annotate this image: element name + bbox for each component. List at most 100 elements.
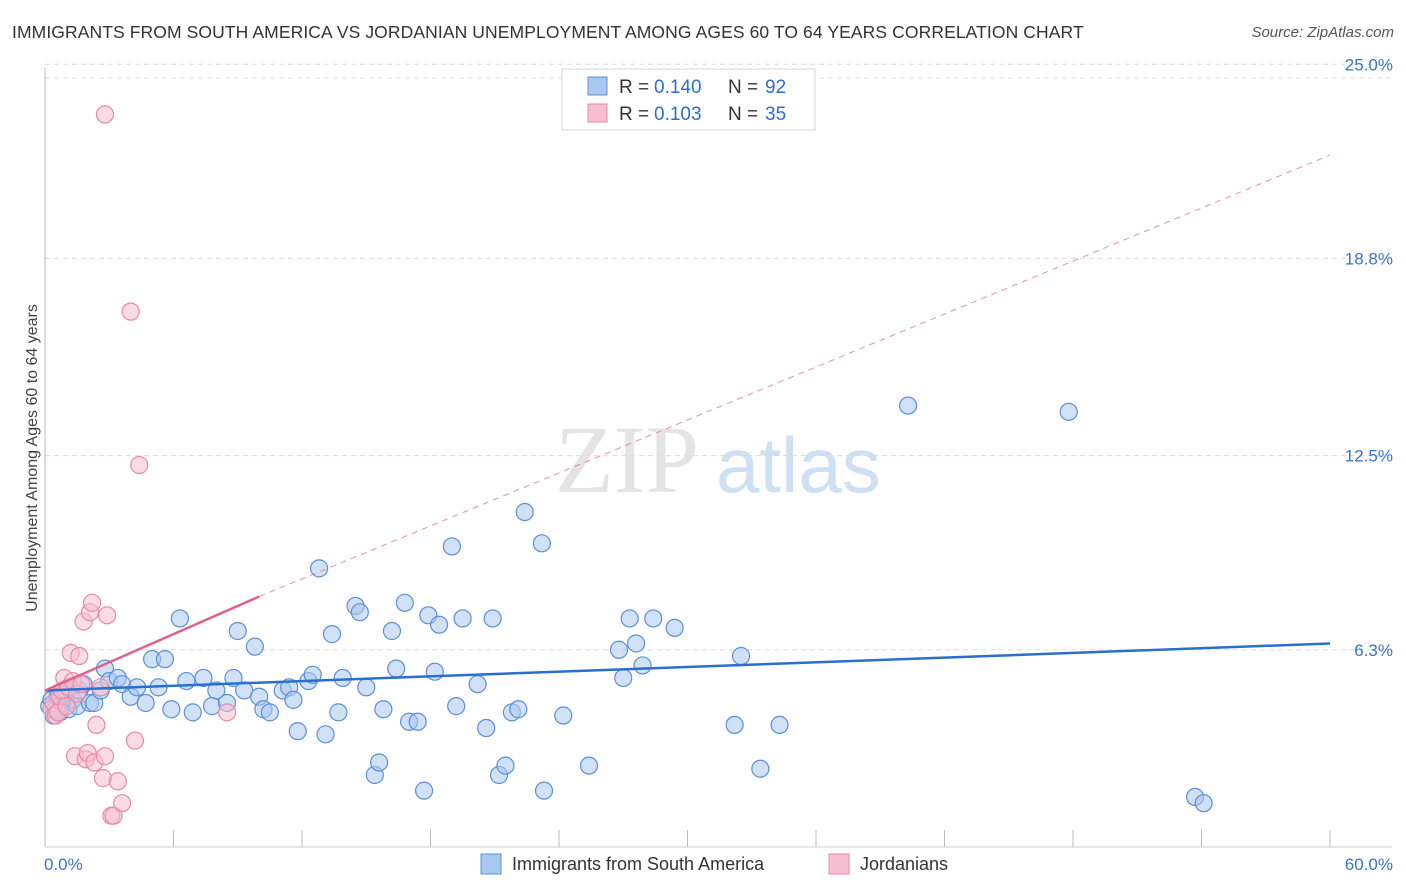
x-tick-label-max: 60.0% <box>1345 855 1393 874</box>
point-south-america <box>357 678 376 697</box>
point-south-america <box>162 700 181 719</box>
point-south-america <box>453 609 472 628</box>
point-south-america <box>620 609 639 628</box>
point-south-america <box>395 593 414 612</box>
y-tick-label: 6.3% <box>1354 641 1393 660</box>
point-south-america <box>898 396 918 415</box>
trend-line-jordanians <box>44 595 260 692</box>
point-south-america <box>303 665 322 684</box>
point-south-america <box>170 609 190 628</box>
point-south-america <box>644 609 663 628</box>
point-south-america <box>534 781 554 800</box>
point-south-america <box>228 621 247 641</box>
point-south-america <box>194 668 213 688</box>
point-jordanians <box>57 697 76 716</box>
bottom-legend-swatch-blue <box>480 853 502 875</box>
legend-r-value-1: 0.140 <box>654 77 702 98</box>
point-south-america <box>288 722 307 741</box>
watermark-atlas: atlas <box>716 421 881 509</box>
point-jordanians <box>130 455 149 475</box>
point-jordanians <box>217 703 237 722</box>
point-jordanians <box>70 646 89 666</box>
point-south-america <box>329 703 348 722</box>
point-jordanians <box>93 769 112 788</box>
point-south-america <box>751 759 770 778</box>
legend-swatch-blue <box>587 76 608 96</box>
point-south-america <box>382 621 402 641</box>
point-south-america <box>770 715 789 735</box>
point-south-america <box>310 559 329 578</box>
point-south-america <box>260 703 279 722</box>
point-south-america <box>370 753 389 772</box>
point-south-america <box>183 703 202 722</box>
point-south-america <box>207 681 226 700</box>
x-tick-marks <box>44 830 1331 847</box>
point-south-america <box>414 781 434 800</box>
y-axis-label: Unemployment Among Ages 60 to 64 years <box>24 304 41 612</box>
source-label: Source: ZipAtlas.com <box>1251 24 1394 41</box>
point-south-america <box>496 756 515 775</box>
point-south-america <box>245 637 264 656</box>
point-south-america <box>509 700 528 719</box>
chart-title: IMMIGRANTS FROM SOUTH AMERICA VS JORDANI… <box>12 22 1084 42</box>
legend-r-label-2: R = <box>619 104 649 125</box>
legend-r-value-2: 0.103 <box>654 104 702 125</box>
legend-n-value-2: 35 <box>765 104 786 125</box>
point-south-america <box>284 690 303 709</box>
point-south-america <box>387 659 406 678</box>
bottom-legend: Immigrants from South America Jordanians <box>480 853 948 875</box>
y-tick-label: 18.8% <box>1345 249 1393 268</box>
point-south-america <box>579 756 599 775</box>
point-south-america <box>1059 402 1078 421</box>
point-south-america <box>477 718 496 738</box>
point-jordanians <box>98 606 117 625</box>
point-south-america <box>554 706 573 725</box>
point-south-america <box>322 625 342 644</box>
legend-n-value-1: 92 <box>765 77 786 98</box>
point-south-america <box>731 646 751 666</box>
legend-box: R = 0.140 N = 92 R = 0.103 N = 35 <box>561 68 816 131</box>
watermark-zip: ZIP <box>555 406 699 513</box>
point-jordanians <box>95 747 115 766</box>
gridlines <box>45 63 1392 651</box>
point-jordanians <box>125 731 145 750</box>
point-south-america <box>609 640 629 659</box>
point-south-america <box>614 668 633 688</box>
y-tick-labels: 6.3% 12.5% 18.8% 25.0% <box>1345 55 1393 659</box>
point-south-america <box>483 609 502 628</box>
point-south-america <box>136 693 155 713</box>
legend-swatch-pink <box>587 103 608 123</box>
trend-line-jordanians-extension <box>258 154 1331 598</box>
point-south-america <box>532 534 551 553</box>
point-south-america <box>155 650 175 669</box>
point-south-america <box>350 603 369 622</box>
bottom-legend-label-blue: Immigrants from South America <box>512 854 765 874</box>
point-jordanians <box>108 772 127 791</box>
point-south-america <box>725 715 744 735</box>
trend-lines <box>44 154 1331 692</box>
bottom-legend-swatch-pink <box>828 853 850 875</box>
point-south-america <box>515 502 534 522</box>
point-south-america <box>333 668 352 688</box>
point-south-america <box>408 712 427 731</box>
legend-n-label-2: N = <box>728 104 758 125</box>
point-jordanians <box>104 806 123 825</box>
point-jordanians <box>87 715 106 735</box>
point-south-america <box>429 615 449 634</box>
point-south-america <box>633 656 652 675</box>
point-jordanians <box>95 105 115 124</box>
point-jordanians <box>112 794 132 813</box>
x-tick-label-min: 0.0% <box>44 855 83 874</box>
point-south-america <box>442 537 462 556</box>
y-tick-label: 12.5% <box>1345 447 1393 466</box>
legend-n-label-1: N = <box>728 77 758 98</box>
point-south-america <box>316 725 335 744</box>
bottom-legend-label-pink: Jordanians <box>860 854 948 874</box>
legend-r-label-1: R = <box>619 77 649 98</box>
data-points <box>40 105 1213 825</box>
point-jordanians <box>121 302 140 321</box>
point-south-america <box>1194 794 1213 813</box>
point-south-america <box>447 697 466 716</box>
point-south-america <box>374 700 393 719</box>
